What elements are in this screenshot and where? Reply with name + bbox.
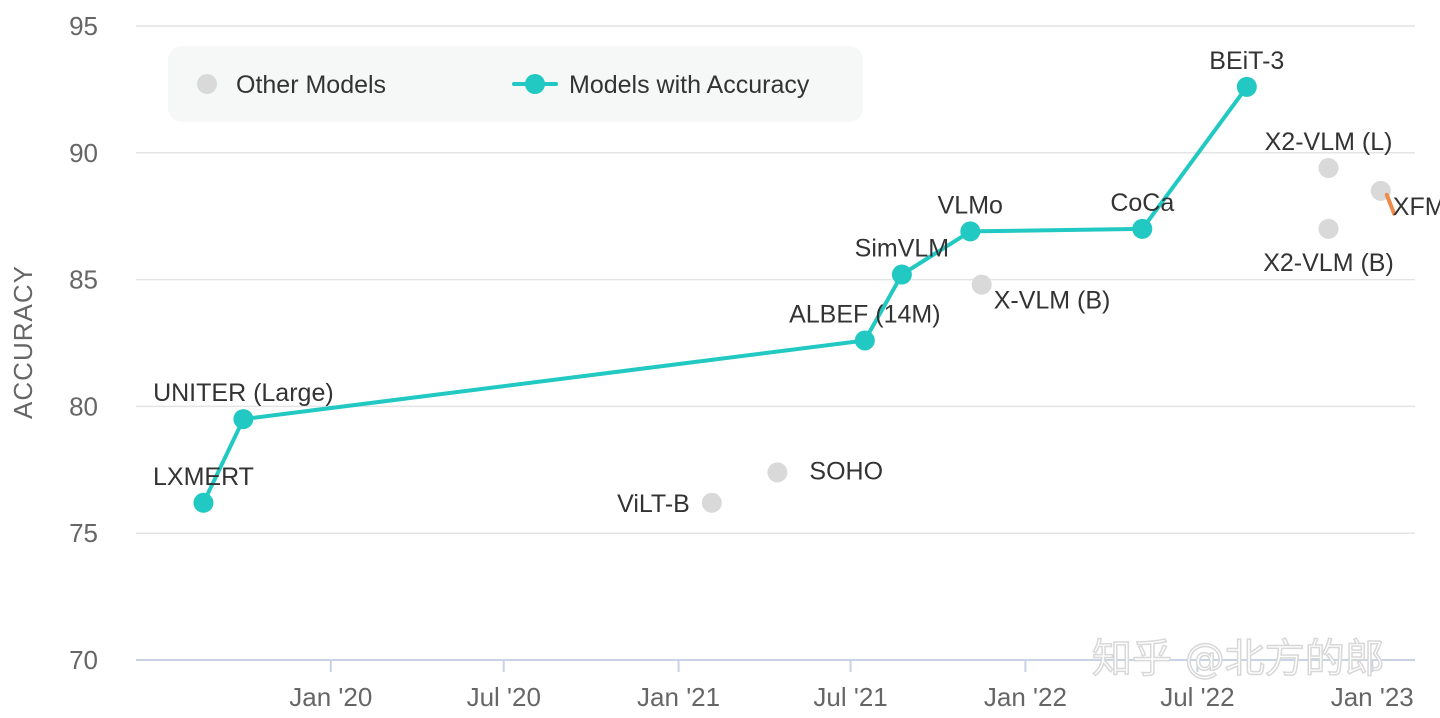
- other-model-point: [971, 274, 992, 295]
- accuracy-point: [1236, 76, 1257, 97]
- point-label: ALBEF (14M): [789, 300, 940, 328]
- point-label: X-VLM (B): [994, 287, 1111, 315]
- legend: Other Models Models with Accuracy: [168, 46, 863, 122]
- point-labels: ViLT-B SOHO X-VLM (B) X2-VLM (L) X2-VLM (B) X…: [153, 47, 1440, 518]
- x-tick-label: Jan '23: [1331, 682, 1414, 712]
- point-label: VLMo: [938, 191, 1003, 219]
- legend-label-other-models: Other Models: [236, 71, 386, 99]
- accuracy-point: [960, 221, 981, 242]
- point-label: LXMERT: [153, 463, 254, 491]
- other-models-series: [701, 158, 1397, 513]
- other-model-point: [1318, 218, 1339, 239]
- x-tick-label: Jan '20: [289, 682, 372, 712]
- x-tick-label: Jul '21: [813, 682, 887, 712]
- accuracy-point: [233, 409, 254, 430]
- accuracy-point: [854, 330, 875, 351]
- accuracy-point: [1132, 218, 1153, 239]
- x-tick-label: Jul '22: [1160, 682, 1234, 712]
- x-tick-label: Jul '20: [467, 682, 541, 712]
- point-label: SOHO: [809, 457, 883, 485]
- point-label: SimVLM: [855, 235, 949, 263]
- y-tick-label: 85: [69, 265, 98, 295]
- watermark: 知乎 @北方的郎: [1092, 636, 1385, 682]
- y-tick-label: 90: [69, 138, 98, 168]
- point-label: X2-VLM (L): [1265, 128, 1393, 156]
- accuracy-series: [193, 76, 1257, 513]
- y-tick-label: 80: [69, 391, 98, 421]
- x-tick-label: Jan '22: [984, 682, 1067, 712]
- y-tick-label: 70: [69, 645, 98, 675]
- point-label: BEiT-3: [1209, 47, 1284, 75]
- legend-marker-models-with-accuracy: [525, 74, 545, 94]
- x-tick-label: Jan '21: [637, 682, 720, 712]
- axes: 70 75 80 85 90 95 Jan '20 Jul '20 Jan '21 Jul '21…: [69, 11, 1414, 712]
- legend-marker-other-models: [197, 74, 217, 94]
- y-axis-title: ACCURACY: [8, 265, 38, 419]
- accuracy-point: [891, 264, 912, 285]
- point-label: ViLT-B: [617, 490, 690, 518]
- other-model-point: [1318, 158, 1339, 179]
- other-model-point: [767, 462, 788, 483]
- other-model-point: [701, 492, 722, 513]
- xfm-segment: [1384, 192, 1397, 216]
- accuracy-point: [193, 492, 214, 513]
- point-label: CoCa: [1110, 189, 1174, 217]
- legend-label-models-with-accuracy: Models with Accuracy: [569, 71, 810, 99]
- point-label: XFM: [1393, 193, 1440, 221]
- point-label: X2-VLM (B): [1263, 249, 1394, 277]
- point-label: UNITER (Large): [153, 379, 334, 407]
- y-tick-label: 75: [69, 518, 98, 548]
- y-tick-label: 95: [69, 11, 98, 41]
